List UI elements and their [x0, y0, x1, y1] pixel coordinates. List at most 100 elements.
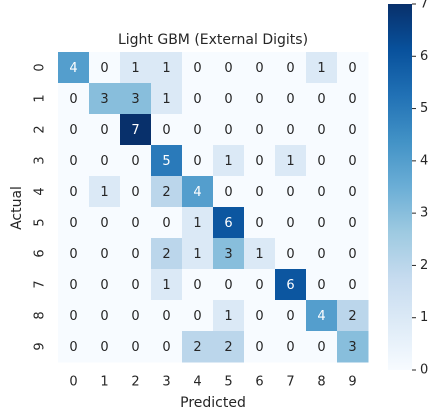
y-tick-label: 2 — [33, 125, 48, 133]
heatmap-cell — [89, 207, 121, 239]
cell-label: 5 — [162, 154, 170, 169]
cell-label: 0 — [317, 340, 325, 355]
cell-label: 0 — [162, 123, 170, 138]
heatmap-cell — [213, 331, 245, 363]
heatmap-cell — [275, 145, 307, 177]
heatmap-cell — [275, 238, 307, 270]
heatmap-cell — [337, 269, 369, 301]
cell-label: 1 — [131, 61, 139, 76]
heatmap-cell — [337, 52, 369, 84]
cell-label: 0 — [348, 216, 356, 231]
cell-label: 2 — [348, 309, 356, 324]
cell-label: 0 — [224, 123, 232, 138]
cell-label: 0 — [69, 278, 77, 293]
chart-title: Light GBM (External Digits) — [118, 32, 308, 48]
heatmap-cell — [244, 269, 276, 301]
heatmap-cell — [337, 145, 369, 177]
heatmap-cell — [89, 176, 121, 208]
cell-label: 6 — [224, 216, 232, 231]
cell-label: 0 — [255, 154, 263, 169]
cell-label: 0 — [69, 309, 77, 324]
heatmap-cell — [120, 52, 152, 84]
heatmap-cell — [244, 83, 276, 115]
cell-label: 0 — [286, 92, 294, 107]
cell-label: 2 — [162, 185, 170, 200]
heatmap-cell — [89, 114, 121, 146]
heatmap-cell — [89, 300, 121, 332]
heatmap-cell — [120, 331, 152, 363]
heatmap-cell — [89, 52, 121, 84]
heatmap-cell — [58, 238, 90, 270]
x-tick-label: 8 — [317, 375, 325, 390]
cell-label: 0 — [69, 154, 77, 169]
cell-label: 0 — [286, 247, 294, 262]
cell-label: 0 — [193, 123, 201, 138]
cell-label: 0 — [100, 154, 108, 169]
y-tick-label: 3 — [33, 156, 48, 164]
cell-label: 0 — [193, 309, 201, 324]
cell-label: 1 — [193, 216, 201, 231]
cell-label: 2 — [162, 247, 170, 262]
cell-label: 0 — [224, 92, 232, 107]
heatmap-cell — [58, 114, 90, 146]
heatmap-cell — [244, 52, 276, 84]
cell-label: 0 — [193, 278, 201, 293]
heatmap-cell — [213, 145, 245, 177]
heatmap-cell — [213, 114, 245, 146]
cell-label: 0 — [348, 123, 356, 138]
heatmap-cell — [151, 145, 183, 177]
cell-label: 0 — [100, 247, 108, 262]
cell-label: 0 — [69, 123, 77, 138]
heatmap-cell — [182, 145, 214, 177]
cell-label: 1 — [286, 154, 294, 169]
cell-label: 0 — [131, 185, 139, 200]
cell-label: 0 — [348, 154, 356, 169]
cell-label: 0 — [317, 278, 325, 293]
heatmap-cell — [275, 114, 307, 146]
heatmap-cell — [337, 83, 369, 115]
cell-label: 0 — [100, 340, 108, 355]
heatmap-cell — [337, 331, 369, 363]
heatmap-cell — [244, 300, 276, 332]
cell-label: 1 — [162, 92, 170, 107]
cell-label: 0 — [131, 216, 139, 231]
x-tick-label: 0 — [69, 375, 77, 390]
colorbar-tick-label: 2 — [420, 258, 428, 273]
cell-label: 0 — [286, 185, 294, 200]
cell-label: 0 — [69, 340, 77, 355]
heatmap-cell — [120, 238, 152, 270]
heatmap-cell — [213, 238, 245, 270]
cell-label: 3 — [224, 247, 232, 262]
cell-label: 0 — [255, 61, 263, 76]
heatmap-cell — [58, 176, 90, 208]
cell-label: 0 — [255, 216, 263, 231]
y-tick-label: 8 — [33, 311, 48, 319]
colorbar-tick-label: 4 — [420, 153, 428, 168]
heatmap-cell — [244, 207, 276, 239]
cell-label: 0 — [162, 340, 170, 355]
x-axis-label: Predicted — [180, 395, 246, 411]
cell-label: 0 — [100, 123, 108, 138]
heatmap-cell — [58, 145, 90, 177]
heatmap-cell — [182, 52, 214, 84]
heatmap-cell — [306, 145, 338, 177]
cell-label: 0 — [348, 278, 356, 293]
heatmap-cell — [151, 207, 183, 239]
cell-label: 0 — [100, 61, 108, 76]
cell-label: 0 — [69, 92, 77, 107]
heatmap-cell — [306, 52, 338, 84]
heatmap-cell — [182, 207, 214, 239]
heatmap-cell — [182, 114, 214, 146]
heatmap-cell — [182, 83, 214, 115]
heatmap-cell — [244, 145, 276, 177]
cell-label: 0 — [131, 340, 139, 355]
heatmap-cell — [306, 207, 338, 239]
heatmap-cell — [337, 176, 369, 208]
cell-label: 0 — [255, 185, 263, 200]
heatmap-cell — [244, 238, 276, 270]
heatmap-cell — [337, 207, 369, 239]
heatmap-cell — [89, 331, 121, 363]
cell-label: 0 — [317, 185, 325, 200]
cell-label: 6 — [286, 278, 294, 293]
